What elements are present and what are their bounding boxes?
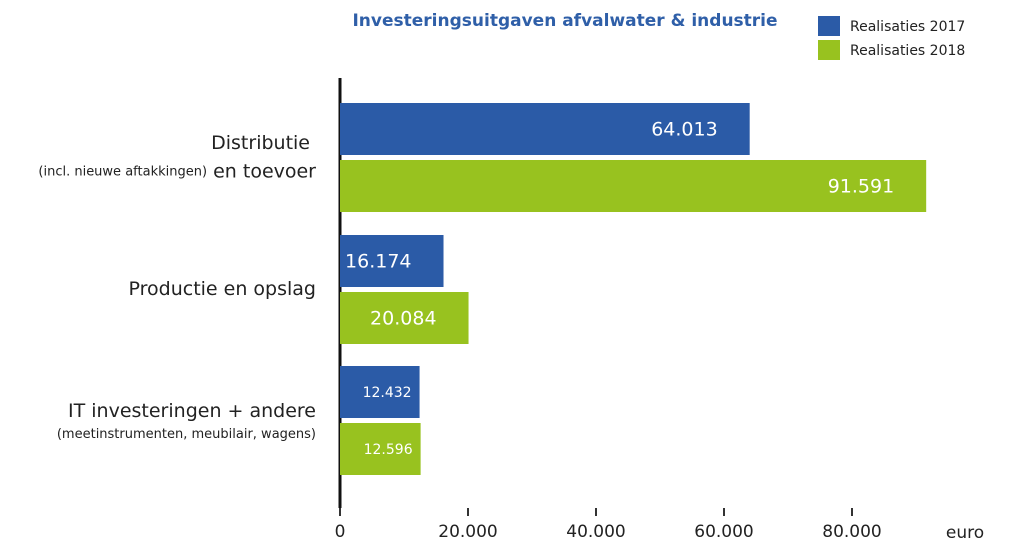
value-label: 20.084	[370, 308, 436, 330]
bar	[340, 160, 927, 212]
category-label: Distributie	[211, 132, 310, 154]
bar	[340, 103, 750, 155]
category-label: IT investeringen + andere	[68, 400, 316, 422]
bar	[340, 235, 444, 287]
x-axis-label: euro	[946, 523, 984, 543]
chart-title: Investeringsuitgaven afvalwater & indust…	[352, 11, 777, 31]
bar	[340, 423, 421, 475]
value-label: 16.174	[345, 251, 411, 273]
value-label: 12.432	[363, 385, 412, 401]
legend-label: Realisaties 2017	[850, 19, 965, 35]
bar	[340, 292, 469, 344]
legend-swatch	[818, 40, 840, 60]
x-tick-label: 40.000	[566, 522, 625, 542]
category-label-note: (meetinstrumenten, meubilair, wagens)	[57, 427, 316, 442]
legend-label: Realisaties 2018	[850, 43, 965, 59]
category-label: (incl. nieuwe aftakkingen) en toevoer	[38, 160, 316, 182]
x-tick-label: 20.000	[438, 522, 497, 542]
value-label: 64.013	[651, 119, 717, 141]
legend-swatch	[818, 16, 840, 36]
value-label: 91.591	[828, 176, 894, 198]
x-tick-label: 80.000	[822, 522, 881, 542]
x-tick-label: 0	[335, 522, 346, 542]
value-label: 12.596	[364, 442, 413, 458]
category-label-part: en toevoer	[213, 160, 316, 182]
category-label: Productie en opslag	[129, 278, 317, 300]
bar	[340, 366, 420, 418]
x-tick-label: 60.000	[694, 522, 753, 542]
category-label-note: (incl. nieuwe aftakkingen)	[38, 164, 207, 179]
